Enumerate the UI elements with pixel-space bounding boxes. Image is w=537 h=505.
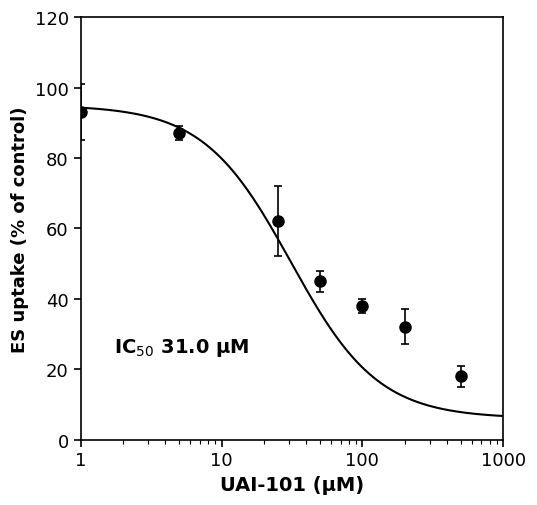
Text: IC$_{50}$ 31.0 μM: IC$_{50}$ 31.0 μM (114, 336, 250, 358)
Y-axis label: ES uptake (% of control): ES uptake (% of control) (11, 106, 29, 352)
X-axis label: UAI-101 (μM): UAI-101 (μM) (220, 475, 364, 494)
